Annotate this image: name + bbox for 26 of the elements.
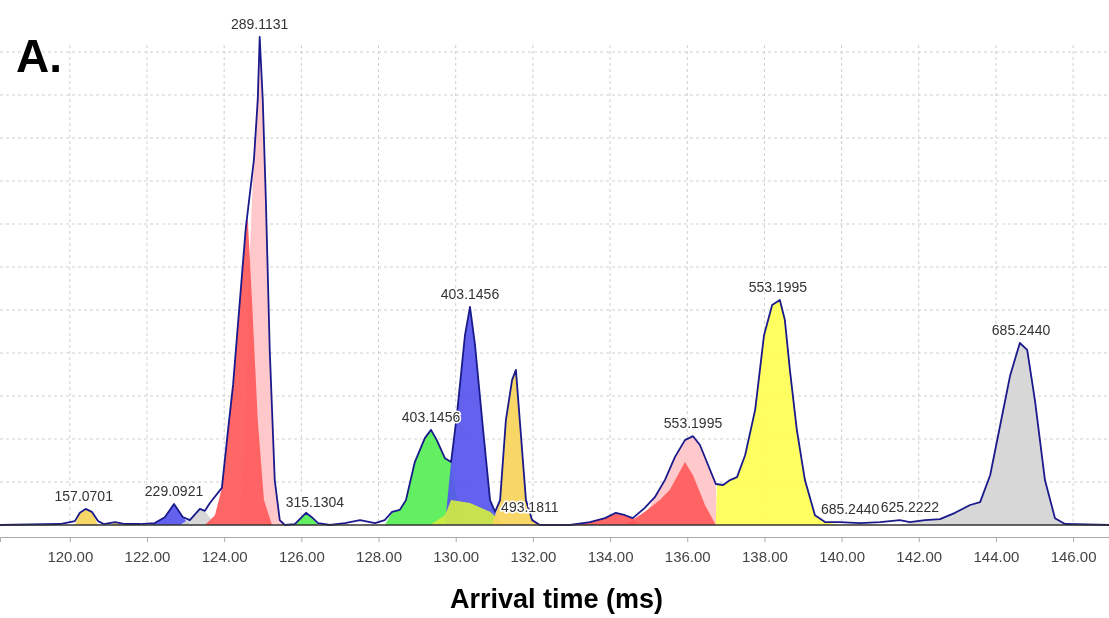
x-tick-label: 122.00 xyxy=(124,547,171,565)
x-tick-label: 146.00 xyxy=(1050,547,1097,565)
annotation: 229.0921 xyxy=(144,483,204,500)
x-tick-label: 138.00 xyxy=(741,547,788,565)
x-tick-label: 140.00 xyxy=(819,547,866,565)
x-tick-label: 144.00 xyxy=(973,547,1020,565)
annotation: 685.2440 xyxy=(991,321,1051,338)
annotation: 403.1456 xyxy=(440,285,500,302)
annotation: 289.1131 xyxy=(231,16,289,32)
x-tick-label: 134.00 xyxy=(587,547,634,565)
annotation: 315.1304 xyxy=(285,494,345,511)
x-tick-label: 130.00 xyxy=(433,547,480,565)
annotation: A. xyxy=(16,30,62,82)
x-tick-label: 120.00 xyxy=(47,547,94,565)
annotation: 157.0701 xyxy=(54,487,114,504)
x-tick-label: 132.00 xyxy=(510,547,557,565)
annotation: 553.1995 xyxy=(748,279,808,296)
x-tick-label: 128.00 xyxy=(356,547,402,565)
annotation: 553.1995 xyxy=(663,415,723,432)
x-tick-label: 142.00 xyxy=(896,547,943,565)
annotation: 685.2440 xyxy=(820,501,880,518)
annotation: 625.2222 xyxy=(880,499,940,516)
x-axis-title: Arrival time (ms) xyxy=(449,584,664,614)
x-tick-label: 124.00 xyxy=(201,547,248,565)
x-tick-label: 136.00 xyxy=(664,547,711,565)
x-tick-label: 126.00 xyxy=(278,547,325,565)
